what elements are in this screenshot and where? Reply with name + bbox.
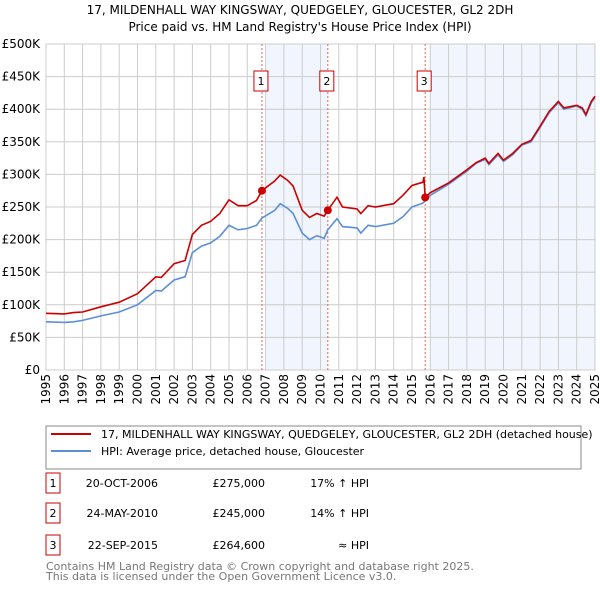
sale-marker-box	[416, 70, 432, 92]
y-tick-label: £500K	[2, 37, 42, 51]
y-tick-label: £100K	[2, 298, 42, 312]
sale-row-date: 24-MAY-2010	[86, 507, 158, 520]
x-tick-label: 2014	[387, 374, 401, 405]
sale-row-hpi: 14% ↑ HPI	[310, 507, 369, 520]
sale-point	[257, 186, 266, 195]
legend-hpi-label: HPI: Average price, detached house, Glou…	[101, 445, 365, 458]
sale-marker-label: 1	[257, 75, 264, 88]
property-price-line	[45, 95, 596, 315]
x-tick-label: 2015	[405, 374, 419, 405]
sale-row-price: £264,600	[213, 539, 266, 552]
x-tick-label: 1998	[94, 374, 108, 405]
sale-row-badge	[45, 472, 61, 494]
x-tick-label: 2025	[588, 374, 600, 405]
x-tick-label: 2010	[314, 374, 328, 405]
x-tick-label: 2008	[277, 374, 291, 405]
x-tick-label: 2007	[259, 374, 273, 405]
y-tick-label: £450K	[2, 70, 42, 84]
x-tick-label: 2019	[478, 374, 492, 405]
x-tick-label: 2005	[222, 374, 236, 405]
y-tick-label: £300K	[2, 167, 42, 181]
x-tick-label: 2006	[240, 374, 254, 405]
sale-marker-box	[253, 70, 269, 92]
sale-row-hpi: 17% ↑ HPI	[310, 477, 369, 490]
sale-marker-label: 3	[421, 75, 428, 88]
sale-point	[421, 193, 430, 202]
x-tick-label: 2000	[131, 374, 145, 405]
sale-row-date: 20-OCT-2006	[86, 477, 158, 490]
x-tick-label: 2024	[570, 374, 584, 405]
sale-row-hpi: ≈ HPI	[338, 539, 369, 552]
sale-row-number: 2	[50, 507, 57, 520]
x-tick-label: 2021	[515, 374, 529, 405]
x-tick-label: 2017	[442, 374, 456, 405]
plot-frame	[45, 43, 596, 371]
legend-property-label: 17, MILDENHALL WAY KINGSWAY, QUEDGELEY, …	[101, 428, 593, 441]
y-tick-label: £350K	[2, 135, 42, 149]
y-tick-label: £50K	[9, 330, 41, 344]
legend: 17, MILDENHALL WAY KINGSWAY, QUEDGELEY, …	[45, 425, 593, 470]
sale-row-price: £245,000	[213, 507, 266, 520]
y-tick-label: £0	[25, 363, 40, 377]
sale-row-badge	[45, 534, 61, 556]
sale-row-number: 3	[50, 539, 57, 552]
x-tick-label: 2018	[460, 374, 474, 405]
chart-subtitle: Price paid vs. HM Land Registry's House …	[128, 20, 471, 34]
chart-title: 17, MILDENHALL WAY KINGSWAY, QUEDGELEY, …	[87, 3, 514, 17]
x-tick-label: 2002	[167, 374, 181, 405]
y-tick-label: £150K	[2, 265, 42, 279]
footer-licence: This data is licensed under the Open Gov…	[45, 570, 396, 583]
sale-marker-box	[319, 70, 335, 92]
sale-marker-label: 2	[323, 75, 330, 88]
x-tick-label: 2020	[497, 374, 511, 405]
y-tick-label: £250K	[2, 200, 42, 214]
sale-row-date: 22-SEP-2015	[88, 539, 158, 552]
y-tick-label: £400K	[2, 102, 42, 116]
x-tick-label: 1997	[76, 374, 90, 405]
x-tick-label: 1999	[112, 374, 126, 405]
x-tick-label: 2023	[551, 374, 565, 405]
x-tick-label: 2012	[350, 374, 364, 405]
x-tick-label: 2009	[295, 374, 309, 405]
footer-copyright: Contains HM Land Registry data © Crown c…	[46, 560, 474, 573]
y-tick-label: £200K	[2, 233, 42, 247]
x-tick-label: 2011	[332, 374, 346, 405]
sale-row-badge	[45, 502, 61, 524]
x-tick-label: 2003	[185, 374, 199, 405]
sale-point	[323, 206, 332, 215]
x-tick-label: 2016	[423, 374, 437, 405]
x-tick-label: 2022	[533, 374, 547, 405]
sale-row-price: £275,000	[213, 477, 266, 490]
x-tick-label: 2004	[204, 374, 218, 405]
x-tick-label: 2001	[149, 374, 163, 405]
hpi-line	[45, 97, 596, 324]
sale-row-number: 1	[50, 477, 57, 490]
x-tick-label: 1996	[57, 374, 71, 405]
x-tick-label: 2013	[368, 374, 382, 405]
x-tick-label: 1995	[39, 374, 53, 405]
